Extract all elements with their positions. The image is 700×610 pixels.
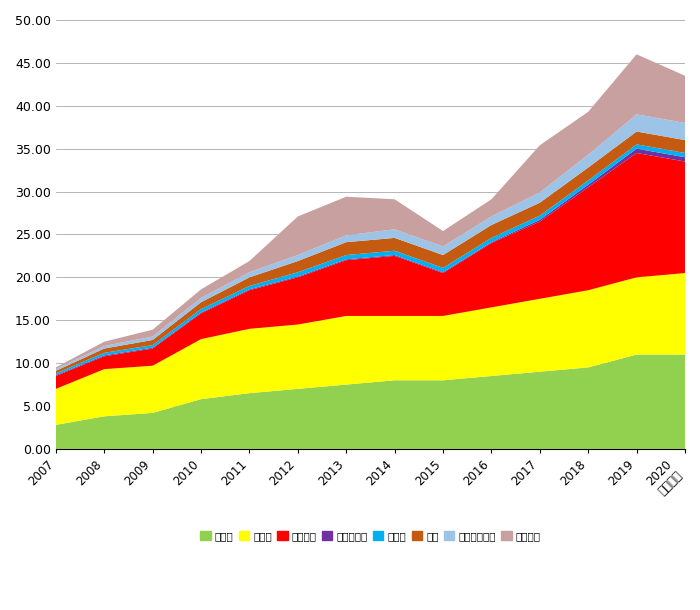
Legend: 大豆油, 菜種油, パーム油, ひまわり油, やし油, 牛脂, その他の油脂, 廃食用油: 大豆油, 菜種油, パーム油, ひまわり油, やし油, 牛脂, その他の油脂, … xyxy=(196,527,545,545)
